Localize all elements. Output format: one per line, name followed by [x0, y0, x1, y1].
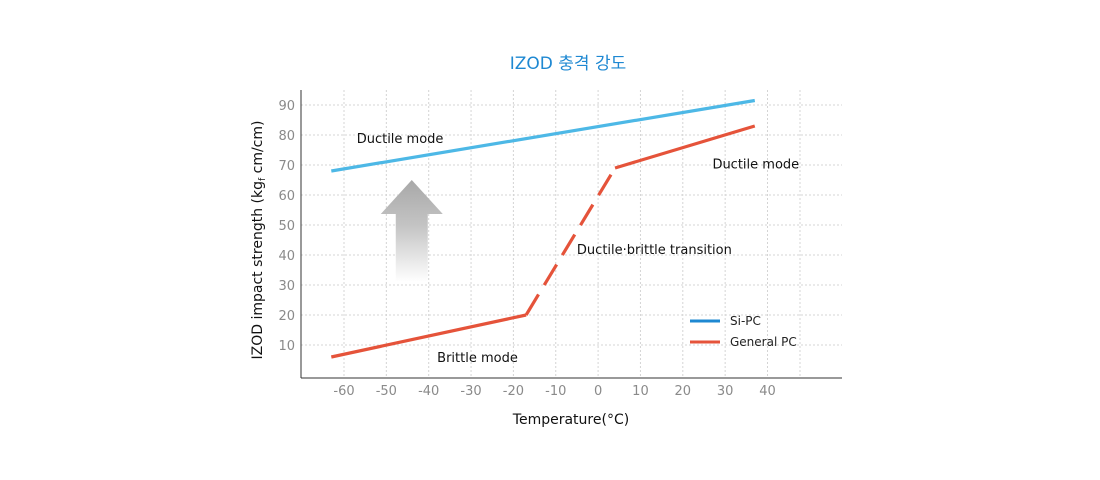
x-axis-label: Temperature(°C) — [512, 412, 629, 428]
series-line-general-pc — [614, 124, 756, 170]
x-tick-label: -20 — [503, 384, 524, 399]
y-tick-label: 10 — [278, 339, 295, 354]
y-tick-label: 60 — [278, 189, 295, 204]
legend-label-general-pc: General PC — [730, 335, 797, 349]
series-line-general-pc-dashed — [524, 167, 617, 316]
y-axis-label-subscript: f — [258, 177, 268, 181]
x-tick-label: 20 — [675, 384, 692, 399]
series-lines — [330, 98, 756, 359]
x-tick-label: -30 — [460, 384, 481, 399]
annotation-label: Ductile mode — [712, 158, 799, 173]
annotation-label: Brittle mode — [437, 351, 518, 366]
x-tick-label: -10 — [545, 384, 566, 399]
y-axis-label-tail: cm/cm) — [250, 121, 266, 178]
x-tick-label: -40 — [418, 384, 439, 399]
upward-arrow-layer — [380, 180, 443, 282]
x-tick-label: -50 — [376, 384, 397, 399]
x-tick-label: -60 — [333, 384, 354, 399]
annotation-label: Ductile·brittle transition — [577, 243, 732, 258]
legend: Si-PC General PC — [690, 314, 797, 349]
series-line-general-pc — [330, 313, 527, 359]
tick-labels: -60 -50 -40 -30 -20 -10 0 10 20 30 40 10 20 30 40 50 60 7… — [278, 99, 775, 399]
x-tick-label: 30 — [717, 384, 734, 399]
annotations: Ductile mode Ductile mode Ductile·brittle … — [357, 132, 799, 366]
y-tick-label: 80 — [278, 129, 295, 144]
series-line-si-pc — [331, 98, 756, 173]
x-tick-label: 0 — [594, 384, 602, 399]
grid-lines — [301, 90, 842, 378]
annotation-label: Ductile mode — [357, 132, 444, 147]
y-tick-label: 30 — [278, 279, 295, 294]
y-tick-label: 20 — [278, 309, 295, 324]
x-tick-label: 10 — [632, 384, 649, 399]
y-tick-label: 50 — [278, 219, 295, 234]
chart-title: IZOD 충격 강도 — [510, 54, 627, 74]
up-arrow-icon — [380, 180, 443, 282]
y-axis-label: IZOD impact strength (kgf cm/cm) — [250, 121, 268, 360]
y-tick-label: 40 — [278, 249, 295, 264]
x-tick-label: 40 — [759, 384, 776, 399]
y-axis-label-main: IZOD impact strength (kg — [250, 181, 266, 359]
y-tick-label: 90 — [278, 99, 295, 114]
legend-label-si-pc: Si-PC — [730, 314, 761, 328]
y-tick-label: 70 — [278, 159, 295, 174]
axes — [300, 90, 842, 379]
